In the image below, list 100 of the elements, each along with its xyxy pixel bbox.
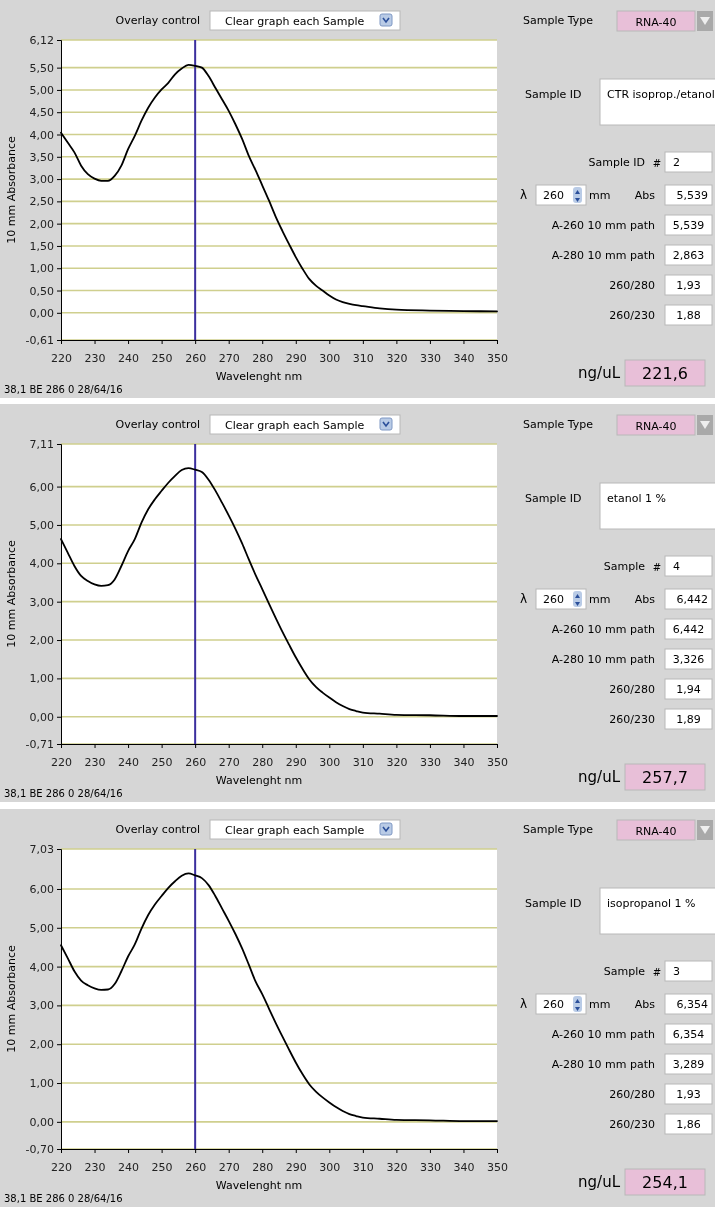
text: Clear graph each Sample: [225, 419, 365, 432]
text: 38,1 BE 286 0 28/64/16: [4, 788, 123, 799]
y-tick-label: 1,50: [29, 239, 54, 253]
x-tick-label: 240: [118, 351, 140, 365]
y-tick-label: 7,03: [29, 843, 54, 857]
x-tick-label: 280: [252, 1160, 274, 1174]
text: 1,89: [676, 713, 701, 726]
y-tick-label: 3,00: [29, 999, 54, 1013]
text: RNA-40: [635, 420, 677, 433]
y-tick-label: 0,50: [29, 284, 54, 298]
text: isopropanol 1 %: [607, 897, 696, 910]
x-tick-label: 330: [419, 1160, 441, 1174]
text: Sample ID: [588, 156, 645, 169]
text: Sample Type: [523, 418, 594, 431]
text: A-260 10 mm path: [551, 1028, 656, 1041]
text: 254,1: [642, 1173, 688, 1192]
x-tick-label: 240: [118, 755, 140, 769]
text: 260: [543, 593, 564, 606]
y-tick-label: 1,00: [29, 262, 54, 276]
text: λ: [520, 188, 528, 202]
text: 5,539: [672, 219, 705, 232]
y-tick-label: 5,00: [29, 83, 54, 97]
text: λ: [520, 592, 528, 606]
text: Clear graph each Sample: [225, 15, 365, 28]
text: Sample ID: [525, 492, 582, 505]
x-tick-label: 260: [185, 1160, 207, 1174]
x-tick-label: 350: [487, 351, 508, 365]
text: 260/280: [609, 683, 655, 696]
y-tick-label: 4,50: [29, 106, 54, 120]
x-tick-label: 290: [285, 1160, 307, 1174]
text: 1,93: [676, 1088, 701, 1101]
text: #: [652, 562, 662, 573]
text: 260/230: [609, 1118, 655, 1131]
x-tick-label: 220: [51, 755, 72, 769]
x-tick-label: 340: [453, 1160, 475, 1174]
text: Abs: [634, 593, 656, 606]
text: 1,94: [676, 683, 701, 696]
text: Sample Type: [523, 14, 594, 27]
y-tick-label: 5,50: [29, 61, 54, 75]
y-tick-label: 0,00: [29, 710, 54, 724]
y-tick-label: 3,00: [29, 173, 54, 187]
text: 260: [543, 998, 564, 1011]
y-tick-label: 6,00: [29, 882, 54, 896]
text: #: [652, 158, 662, 169]
text: ng/uL: [578, 364, 621, 382]
x-tick-label: 220: [51, 1160, 72, 1174]
text: #: [652, 967, 662, 978]
x-tick-label: 260: [185, 755, 207, 769]
x-tick-label: 240: [118, 1160, 140, 1174]
text: 260/230: [609, 713, 655, 726]
text: 257,7: [642, 768, 688, 787]
y-tick-label: 6,00: [29, 480, 54, 494]
text: 2: [673, 156, 680, 169]
x-tick-label: 330: [419, 755, 441, 769]
text: 3,326: [672, 653, 705, 666]
text: A-280 10 mm path: [551, 653, 656, 666]
y-tick-label: 2,00: [29, 634, 54, 648]
text: 6,442: [672, 623, 705, 636]
text: 4: [673, 560, 680, 573]
text: Sample Type: [523, 823, 594, 836]
x-axis-title: Wavelenght nm: [215, 1179, 303, 1192]
text: 260/280: [609, 1088, 655, 1101]
x-tick-label: 310: [352, 351, 374, 365]
y-tick-label: -0,70: [25, 1143, 54, 1157]
text: 2,863: [672, 249, 705, 262]
y-tick-label: 0,00: [29, 1115, 54, 1129]
text: A-260 10 mm path: [551, 623, 656, 636]
x-tick-label: 230: [84, 351, 106, 365]
y-tick-label: 2,50: [29, 195, 54, 209]
text: RNA-40: [635, 825, 677, 838]
text: Abs: [634, 998, 656, 1011]
y-tick-label: 2,00: [29, 217, 54, 231]
y-tick-label: 5,00: [29, 921, 54, 935]
text: A-280 10 mm path: [551, 1058, 656, 1071]
y-tick-label: 4,00: [29, 557, 54, 571]
x-tick-label: 310: [352, 1160, 374, 1174]
text: RNA-40: [635, 16, 677, 29]
x-tick-label: 340: [453, 351, 475, 365]
y-tick-label: 5,00: [29, 518, 54, 532]
x-tick-label: 250: [151, 755, 173, 769]
y-tick-label: 1,00: [29, 1077, 54, 1091]
text: 260/280: [609, 279, 655, 292]
y-tick-label: 4,00: [29, 128, 54, 142]
x-axis-title: Wavelenght nm: [215, 370, 303, 383]
y-tick-label: 0,00: [29, 306, 54, 320]
x-tick-label: 270: [218, 1160, 240, 1174]
y-tick-label: 4,00: [29, 960, 54, 974]
text: Overlay control: [115, 14, 200, 27]
x-tick-label: 270: [218, 755, 240, 769]
y-tick-label: 3,50: [29, 150, 54, 164]
x-tick-label: 300: [319, 755, 341, 769]
text: Clear graph each Sample: [225, 824, 365, 837]
y-axis-title: 10 mm Absorbance: [5, 136, 18, 244]
text: 38,1 BE 286 0 28/64/16: [4, 384, 123, 395]
text: mm: [589, 189, 611, 202]
y-axis-title: 10 mm Absorbance: [5, 945, 18, 1053]
x-tick-label: 300: [319, 1160, 341, 1174]
text: 1,93: [676, 279, 701, 292]
text: Overlay control: [115, 823, 200, 836]
text: 1,86: [676, 1118, 701, 1131]
